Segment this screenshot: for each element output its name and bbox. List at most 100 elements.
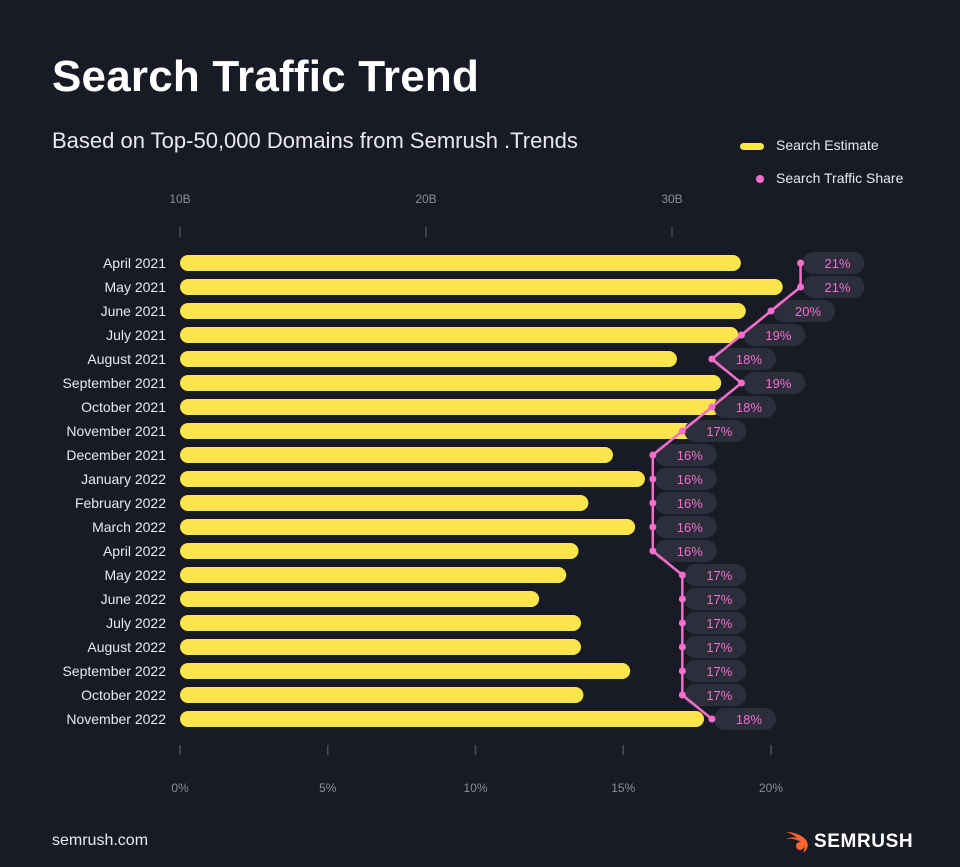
share-value-pill	[743, 324, 806, 346]
source-text: semrush.com	[52, 832, 149, 849]
top-axis-tick-label: 20B	[415, 192, 436, 206]
search-estimate-bar	[180, 615, 581, 631]
legend-label-search-traffic-share: Search Traffic Share	[776, 170, 904, 186]
share-value-pill	[684, 636, 747, 658]
share-value-pill	[713, 348, 776, 370]
category-label: July 2022	[106, 615, 166, 631]
share-value-pill	[743, 372, 806, 394]
share-value-label: 16%	[677, 544, 703, 559]
category-label: August 2021	[87, 351, 166, 367]
category-label: October 2021	[81, 399, 166, 415]
search-traffic-share-point	[678, 667, 686, 675]
share-value-pill	[654, 516, 717, 538]
share-value-label: 20%	[795, 304, 821, 319]
search-traffic-share-point	[649, 499, 657, 507]
search-estimate-bar	[180, 279, 783, 295]
category-label: June 2021	[101, 303, 167, 319]
share-value-label: 18%	[736, 400, 762, 415]
share-value-pill	[684, 588, 747, 610]
top-axis-tick-label: 10B	[169, 192, 190, 206]
flame-icon	[786, 832, 808, 853]
bottom-axis-tick-label: 20%	[759, 781, 783, 795]
search-traffic-share-point	[649, 547, 657, 555]
search-estimate-bar	[180, 255, 741, 271]
category-label: November 2022	[66, 711, 166, 727]
share-value-pill	[713, 708, 776, 730]
share-value-pill	[684, 612, 747, 634]
search-estimate-bar	[180, 711, 704, 727]
search-estimate-bar	[180, 399, 722, 415]
search-traffic-share-point	[708, 715, 716, 723]
brand-logo: SEMRUSH	[782, 828, 913, 856]
share-value-label: 17%	[706, 688, 732, 703]
share-value-label: 17%	[706, 592, 732, 607]
share-value-label: 17%	[706, 664, 732, 679]
search-traffic-share-point	[678, 691, 686, 699]
bottom-axis-tick-label: 15%	[611, 781, 635, 795]
search-estimate-bar	[180, 591, 540, 607]
search-estimate-bar	[180, 687, 584, 703]
search-traffic-share-point	[678, 595, 686, 603]
share-value-pill	[654, 492, 717, 514]
search-traffic-share-point	[737, 331, 745, 339]
category-label: March 2022	[92, 519, 166, 535]
share-value-label: 21%	[825, 280, 851, 295]
category-label: October 2022	[81, 687, 166, 703]
search-traffic-share-point	[649, 523, 657, 531]
category-label: November 2021	[66, 423, 166, 439]
search-estimate-bar	[180, 495, 589, 511]
search-estimate-bar	[180, 303, 746, 319]
search-estimate-bar	[180, 471, 645, 487]
search-traffic-share-point	[678, 427, 686, 435]
category-label: September 2021	[62, 375, 166, 391]
search-traffic-share-point	[767, 307, 775, 315]
share-value-label: 17%	[706, 640, 732, 655]
search-traffic-share-point	[678, 643, 686, 651]
search-estimate-bar	[180, 543, 579, 559]
share-value-pill	[802, 252, 865, 274]
share-value-label: 19%	[765, 328, 791, 343]
brand-name: SEMRUSH	[814, 831, 914, 852]
bottom-axis-tick-label: 10%	[463, 781, 487, 795]
bottom-axis-tick-label: 5%	[319, 781, 337, 795]
category-label: February 2022	[75, 495, 166, 511]
share-value-pill	[773, 300, 835, 322]
search-estimate-bar	[180, 327, 739, 343]
search-traffic-share-point	[649, 475, 657, 483]
category-label: June 2022	[101, 591, 167, 607]
category-label: December 2021	[66, 447, 166, 463]
legend-label-search-estimate: Search Estimate	[776, 137, 879, 153]
search-estimate-bar	[180, 519, 636, 535]
search-traffic-share-point	[708, 403, 716, 411]
chart-title: Search Traffic Trend	[52, 52, 480, 101]
bottom-axis-tick-label: 0%	[171, 781, 189, 795]
share-value-pill	[654, 468, 717, 490]
category-label: May 2022	[105, 567, 167, 583]
search-traffic-share-point	[649, 451, 657, 459]
category-label: September 2022	[62, 663, 166, 679]
search-traffic-share-point	[797, 283, 805, 291]
share-value-label: 16%	[677, 448, 703, 463]
share-value-label: 18%	[736, 712, 762, 727]
search-traffic-share-point	[708, 355, 716, 363]
legend-swatch-bar	[740, 143, 764, 150]
share-value-label: 19%	[765, 376, 791, 391]
search-traffic-share-point	[678, 619, 686, 627]
share-value-pill	[684, 660, 747, 682]
search-estimate-bar	[180, 423, 697, 439]
category-label: May 2021	[105, 279, 167, 295]
category-label: July 2021	[106, 327, 166, 343]
share-value-label: 17%	[706, 424, 732, 439]
share-value-label: 18%	[736, 352, 762, 367]
search-estimate-bar	[180, 639, 581, 655]
share-value-pill	[684, 420, 747, 442]
search-estimate-bar	[180, 663, 631, 679]
share-value-pill	[684, 564, 747, 586]
search-estimate-bar	[180, 375, 722, 391]
share-value-pill	[713, 396, 776, 418]
share-value-pill	[684, 684, 747, 706]
share-value-pill	[654, 540, 717, 562]
chart-subtitle: Based on Top-50,000 Domains from Semrush…	[52, 128, 578, 153]
share-value-label: 16%	[677, 472, 703, 487]
share-value-label: 17%	[706, 616, 732, 631]
